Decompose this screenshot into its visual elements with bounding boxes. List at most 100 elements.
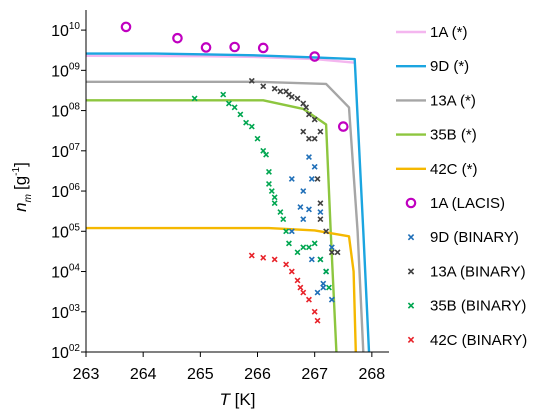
point-42c-binary: [248, 252, 255, 259]
point-9d-binary: [305, 206, 312, 213]
point-13a-binary: [305, 135, 312, 142]
y-tick-label: 1004: [51, 263, 80, 282]
point-13a-binary: [303, 104, 310, 111]
y-tick-label: 1010: [51, 21, 80, 40]
legend-label: 35B (BINARY): [430, 298, 526, 315]
point-1a-lacis: [120, 21, 132, 33]
point-42c-binary: [288, 268, 295, 275]
y-axis-symbol: n: [11, 202, 30, 211]
point-42c-binary: [271, 256, 278, 263]
point-13a-binary: [294, 95, 301, 102]
legend: 1A (*) 9D (*) 13A (*) 35B (*) 42C (*) 1A (LAC…: [396, 24, 527, 349]
point-35b-binary: [231, 104, 238, 111]
y-tick-label: 1008: [51, 102, 80, 121]
point-35b-binary: [271, 200, 278, 207]
point-9d-binary: [288, 175, 295, 182]
point-13a-binary: [317, 200, 324, 207]
y-tick-exponent: 08: [69, 102, 81, 113]
point-13a-binary: [317, 128, 324, 135]
point-13a-binary: [314, 175, 321, 182]
point-35b-binary: [280, 216, 287, 223]
y-tick-exponent: 04: [69, 263, 81, 274]
point-9d-binary: [311, 163, 318, 170]
point-9d-binary: [300, 216, 307, 223]
y-tick-exponent: 02: [69, 343, 81, 354]
point-1a-lacis: [257, 42, 269, 54]
y-axis-unit-open: [g: [11, 176, 30, 190]
series-group: [86, 52, 371, 352]
legend-item-9d-binary: 9D (BINARY): [407, 229, 519, 246]
point-35b-binary: [305, 244, 312, 251]
legend-item-42c-binary: 42C (BINARY): [407, 332, 527, 349]
legend-item-13a-binary: 13A (BINARY): [407, 263, 526, 280]
x-axis-unit: [K]: [235, 390, 256, 409]
point-9d-binary: [308, 175, 315, 182]
point-13a-binary: [277, 88, 284, 95]
series-line-9d: [86, 52, 371, 352]
point-13a-binary: [334, 249, 341, 256]
point-42c-binary: [260, 254, 267, 261]
point-35b-binary: [300, 244, 307, 251]
point-1a-lacis: [309, 51, 320, 62]
y-tick-base: 10: [51, 104, 69, 121]
series-line-35b: [86, 99, 338, 352]
point-9d-binary: [288, 228, 295, 235]
x-axis-symbol: T: [220, 390, 232, 409]
point-9d-binary: [328, 244, 335, 251]
point-42c-binary: [294, 277, 301, 284]
series-line-42c: [86, 226, 357, 352]
point-1a-lacis: [229, 41, 240, 53]
legend-item-9d: 9D (*): [396, 58, 469, 75]
point-1a-lacis: [337, 121, 349, 132]
point-35b-binary: [294, 249, 301, 256]
x-tick-label: 268: [358, 366, 385, 383]
point-42c-binary: [305, 296, 312, 303]
point-9d-binary: [314, 289, 321, 296]
legend-label: 13A (*): [430, 92, 476, 109]
point-35b-binary: [311, 240, 318, 247]
point-1a-lacis: [200, 42, 212, 53]
y-tick-base: 10: [51, 345, 69, 362]
point-13a-binary: [328, 249, 335, 256]
legend-label: 35B (*): [430, 127, 477, 144]
point-35b-binary: [268, 188, 275, 195]
legend-swatch-x: [407, 234, 415, 241]
legend-item-35b-binary: 35B (BINARY): [407, 298, 526, 315]
legend-item-42c: 42C (*): [396, 161, 478, 178]
legend-label: 13A (BINARY): [430, 263, 526, 280]
y-tick-exponent: 06: [69, 182, 81, 193]
y-tick-label: 1006: [51, 182, 80, 201]
legend-label: 9D (BINARY): [430, 229, 519, 246]
point-42c-binary: [300, 289, 307, 296]
point-35b-binary: [323, 268, 330, 275]
axes: 263 264 265 266 267 2681010100910081007100610…: [11, 10, 389, 409]
legend-item-1a-lacis: 1A (LACIS): [405, 195, 505, 212]
y-axis-unit-exponent: -1: [11, 166, 22, 175]
y-tick-base: 10: [51, 144, 69, 161]
legend-label: 9D (*): [430, 58, 469, 75]
point-13a-binary: [311, 135, 318, 142]
legend-label: 1A (*): [430, 24, 468, 41]
point-9d-binary: [308, 256, 315, 263]
point-13a-binary: [323, 228, 330, 235]
point-13a-binary: [305, 111, 312, 118]
series-line-13a: [86, 80, 365, 352]
legend-swatch-x: [407, 268, 415, 275]
point-35b-binary: [285, 240, 292, 247]
point-35b-binary: [237, 111, 244, 118]
point-13a-binary: [288, 93, 295, 100]
point-35b-binary: [283, 228, 290, 235]
point-13a-binary: [271, 85, 278, 92]
legend-label: 42C (*): [430, 161, 478, 178]
point-35b-binary: [317, 256, 324, 263]
point-9d-binary: [320, 284, 327, 291]
y-axis-title: nm [g-1]: [11, 162, 34, 212]
point-35b-binary: [243, 119, 250, 126]
plot-area: [86, 21, 371, 352]
y-tick-base: 10: [51, 184, 69, 201]
legend-item-35b: 35B (*): [396, 127, 477, 144]
point-35b-binary: [225, 100, 232, 107]
point-9d-binary: [305, 154, 312, 161]
legend-label: 1A (LACIS): [430, 195, 505, 212]
